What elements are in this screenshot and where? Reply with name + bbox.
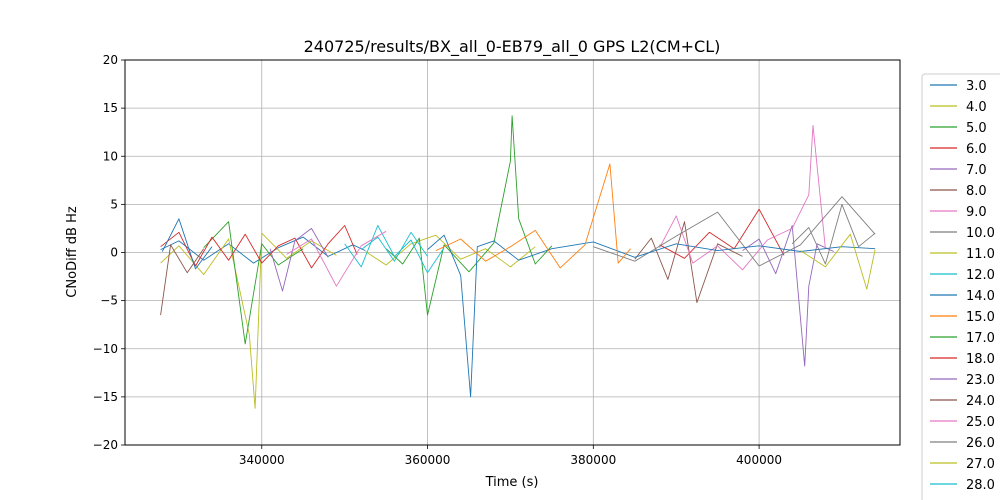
y-tick-label: −20 (93, 438, 118, 452)
y-tick-label: 5 (110, 197, 118, 211)
series-line-27.0 (800, 233, 876, 290)
series-line-3.0 (160, 236, 366, 264)
x-tick-label: 340000 (239, 453, 285, 467)
y-axis-label: CNoDiff dB Hz (65, 206, 80, 298)
legend-label: 26.0 (966, 436, 995, 451)
series-line-8.0 (634, 221, 743, 304)
y-tick-label: −10 (93, 342, 118, 356)
legend-label: 6.0 (966, 142, 987, 157)
series-line-26.0 (791, 203, 876, 265)
series-line-10.0 (593, 196, 876, 267)
y-tick-label: −5 (100, 294, 118, 308)
series-line-29.0 (161, 218, 213, 270)
ticks: 340000 360000 380000 400000 −20 −15 −10 −5 0 5 10 1… (93, 53, 782, 467)
y-tick-label: 20 (103, 53, 118, 67)
legend-label: 5.0 (966, 121, 987, 136)
chart-title: 240725/results/BX_all_0-EB79_all_0 GPS L… (304, 37, 721, 57)
legend-label: 9.0 (966, 205, 987, 220)
series-lines (160, 115, 876, 409)
y-tick-label: 0 (110, 246, 118, 260)
series-line-23.0 (269, 227, 329, 292)
series-line-24.0 (160, 244, 205, 316)
legend-label: 17.0 (966, 331, 995, 346)
legend-label: 11.0 (966, 247, 995, 262)
legend-label: 15.0 (966, 310, 995, 325)
legend-label: 18.0 (966, 352, 995, 367)
y-tick-label: 10 (103, 149, 118, 163)
legend-label: 4.0 (966, 100, 987, 115)
series-line-14.0 (427, 234, 876, 398)
series-line-28.0 (360, 231, 428, 262)
legend-label: 7.0 (966, 163, 987, 178)
series-line-6.0 (659, 208, 785, 259)
y-tick-label: −15 (93, 390, 118, 404)
legend-label: 14.0 (966, 289, 995, 304)
legend-label: 27.0 (966, 457, 995, 472)
series-line-18.0 (160, 225, 358, 269)
legend-label: 28.0 (966, 478, 995, 493)
legend-label: 12.0 (966, 268, 995, 283)
series-line-17.0 (203, 221, 304, 345)
legend-label: 24.0 (966, 394, 995, 409)
legend-label: 8.0 (966, 184, 987, 199)
series-line-15.0 (435, 163, 631, 269)
y-tick-label: 15 (103, 101, 118, 115)
series-line-25.0 (286, 230, 387, 287)
legend-frame (921, 73, 1000, 500)
legend-label: 10.0 (966, 226, 995, 241)
legend-label: 25.0 (966, 415, 995, 430)
series-line-9.0 (659, 124, 826, 271)
series-line-7.0 (742, 225, 834, 367)
series-line-12.0 (344, 225, 445, 274)
x-tick-label: 360000 (405, 453, 451, 467)
legend-label: 3.0 (966, 79, 987, 94)
series-line-4.0 (365, 234, 536, 268)
legend: 3.0 4.0 5.0 6.0 7.0 8.0 9.0 10.0 11.0 12.0 14.0 15.… (921, 73, 1000, 500)
series-line-11.0 (160, 232, 337, 409)
x-axis-label: Time (s) (485, 475, 539, 490)
legend-label: 23.0 (966, 373, 995, 388)
x-tick-label: 400000 (736, 453, 782, 467)
series-line-5.0 (385, 115, 553, 316)
x-tick-label: 380000 (570, 453, 616, 467)
